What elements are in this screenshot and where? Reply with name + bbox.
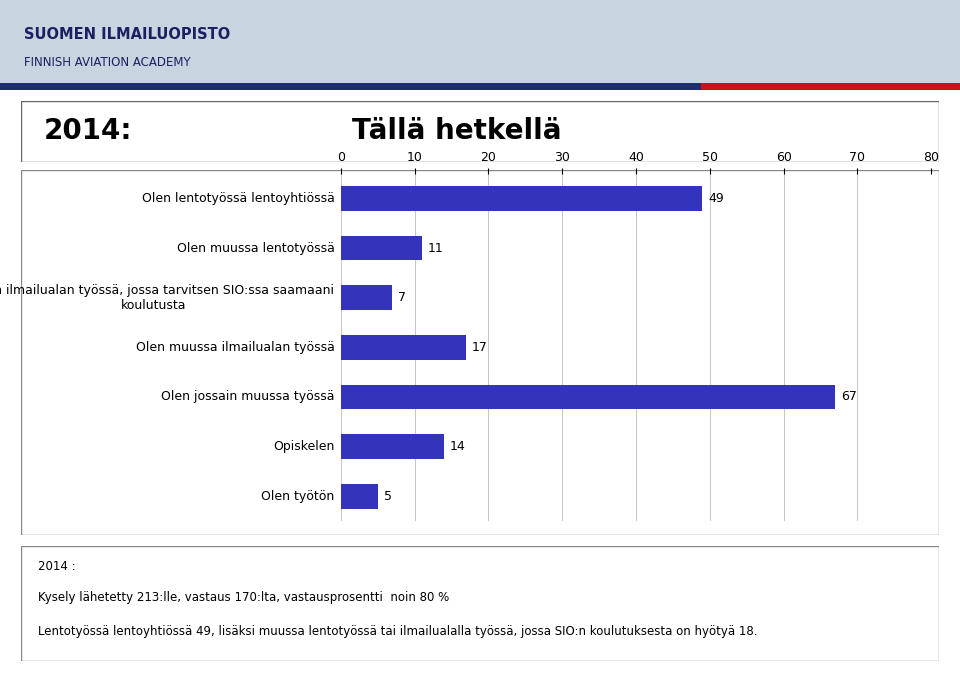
Text: 17: 17 [472,340,488,354]
Text: 49: 49 [708,192,724,205]
Text: Olen muussa lentotyössä: Olen muussa lentotyössä [177,242,334,255]
Text: 14: 14 [450,440,466,453]
Text: Olen työtön: Olen työtön [261,490,334,503]
Text: SUOMEN ILMAILUOPISTO: SUOMEN ILMAILUOPISTO [24,27,230,42]
Text: 11: 11 [428,242,444,255]
Text: Kysely lähetetty 213:lle, vastaus 170:lta, vastausprosentti  noin 80 %: Kysely lähetetty 213:lle, vastaus 170:lt… [37,591,449,604]
FancyBboxPatch shape [21,546,939,661]
Text: Opiskelen: Opiskelen [273,440,334,453]
Bar [0,82,701,90]
Text: 5: 5 [384,490,392,503]
Text: 2014 :: 2014 : [37,560,75,573]
Text: Olen ilmailualan työssä, jossa tarvitsen SIO:ssa saamaani
koulutusta: Olen ilmailualan työssä, jossa tarvitsen… [0,284,334,312]
Text: 7: 7 [398,291,406,304]
Bar [341,236,422,261]
Text: Olen jossain muussa työssä: Olen jossain muussa työssä [161,390,334,403]
Text: FINNISH AVIATION ACADEMY: FINNISH AVIATION ACADEMY [24,57,191,69]
Bar [341,186,703,211]
Text: 67: 67 [841,390,857,403]
Text: 2014:: 2014: [44,117,132,146]
Text: Olen lentotyössä lentoyhtiössä: Olen lentotyössä lentoyhtiössä [141,192,334,205]
Text: Tällä hetkellä: Tällä hetkellä [351,117,561,146]
Bar [341,335,467,360]
Bar [341,484,377,509]
Text: Olen muussa ilmailualan työssä: Olen muussa ilmailualan työssä [135,340,334,354]
FancyBboxPatch shape [21,170,939,535]
Bar [341,385,835,409]
Text: Lentotyössä lentoyhtiössä 49, lisäksi muussa lentotyössä tai ilmailualalla työss: Lentotyössä lentoyhtiössä 49, lisäksi mu… [37,625,757,639]
Bar [341,285,393,310]
FancyBboxPatch shape [21,101,939,162]
Bar [701,82,960,90]
Bar [341,434,444,459]
